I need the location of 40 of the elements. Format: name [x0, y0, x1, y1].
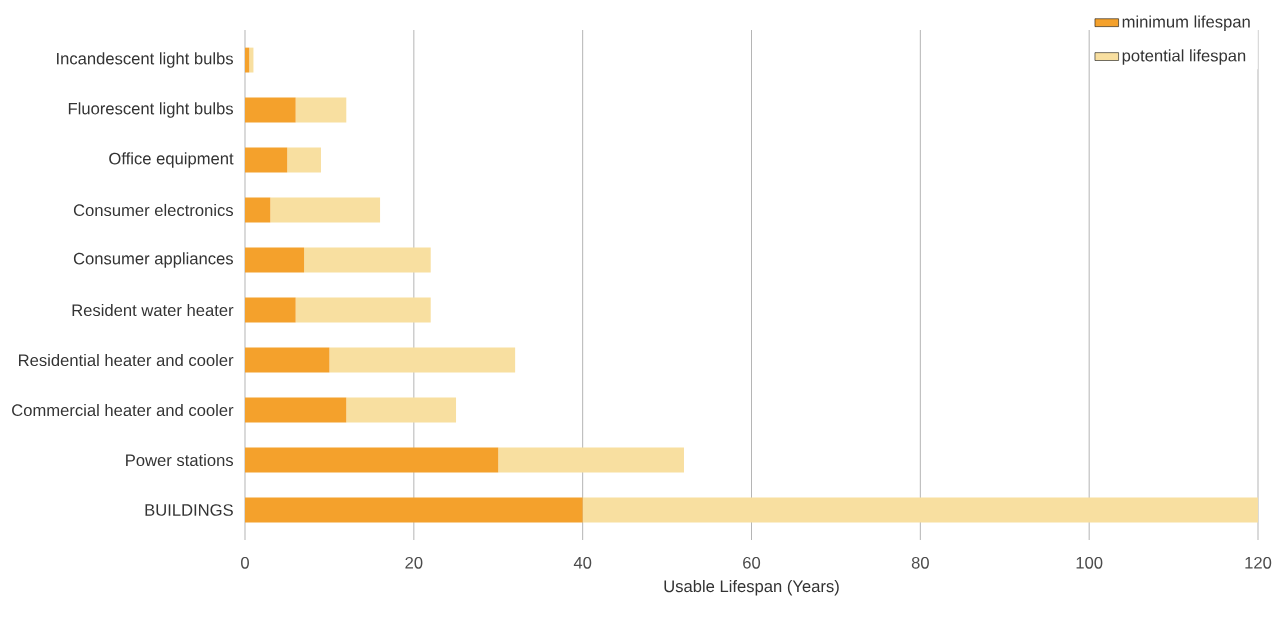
bar: [498, 447, 684, 473]
y-tick-label: Consumer appliances: [73, 252, 234, 268]
y-tick-label: Fluorescent light bulbs: [68, 102, 234, 118]
bar: [245, 297, 296, 323]
bar: [245, 197, 271, 223]
bar: [245, 147, 288, 173]
x-tick-label: 20: [405, 556, 423, 569]
bar: [329, 347, 516, 373]
bar: [245, 347, 330, 373]
y-tick-label: Incandescent light bulbs: [57, 52, 234, 68]
legend-label: minimum lifespan: [1122, 15, 1250, 31]
y-tick-label: Power stations: [126, 453, 234, 467]
bar: [295, 297, 431, 323]
x-tick-label: 80: [911, 556, 929, 569]
bar: [245, 97, 296, 123]
bar: [270, 197, 381, 223]
bar: [245, 397, 347, 423]
x-tick-label: 40: [573, 556, 592, 569]
bar: [287, 147, 321, 173]
bar: [245, 247, 305, 273]
bar: [245, 47, 250, 73]
bar: [304, 247, 431, 273]
y-tick-label: BUILDINGS: [145, 504, 233, 516]
bar: [295, 97, 347, 123]
x-tick-label: 100: [1076, 556, 1103, 569]
bar: [245, 497, 583, 523]
y-tick-label: Resident water heater: [72, 303, 234, 317]
bar: [245, 447, 499, 473]
x-tick-label: 0: [241, 556, 249, 569]
bar: [249, 47, 254, 73]
bar: [346, 397, 457, 423]
x-axis-title: Usable Lifespan (Years): [664, 579, 839, 596]
legend-label: potential lifespan: [1122, 49, 1246, 65]
y-tick-label: Consumer electronics: [73, 203, 234, 217]
y-tick-label: Office equipment: [109, 152, 234, 168]
y-tick-label: Residential heater and cooler: [19, 353, 234, 367]
x-tick-label: 120: [1245, 556, 1272, 569]
bar: [582, 497, 1259, 523]
x-tick-label: 60: [743, 556, 761, 569]
y-tick-label: Commercial heater and cooler: [12, 403, 234, 417]
